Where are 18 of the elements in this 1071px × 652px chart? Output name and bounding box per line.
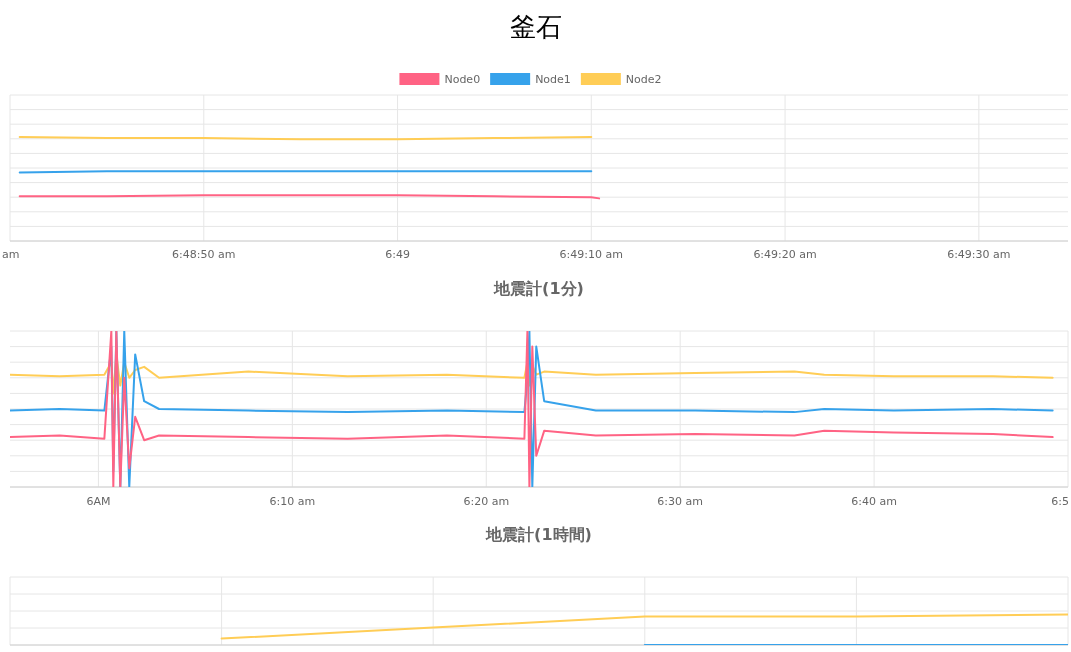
x-tick-label: 6:20 am xyxy=(463,495,510,508)
x-tick-label: 6:10 am xyxy=(269,495,316,508)
x-tick-label: 6:49:20 am xyxy=(753,248,817,261)
legend-label: Node1 xyxy=(535,73,571,86)
x-tick-label: 6:30 am xyxy=(657,495,704,508)
x-tick-label: 6:48:50 am xyxy=(172,248,236,261)
x-axis-title: 地震計(1時間) xyxy=(485,525,592,544)
x-axis-title: 地震計(1分) xyxy=(493,279,584,298)
legend-label: Node2 xyxy=(625,73,662,86)
x-tick-label: am xyxy=(2,248,20,261)
chart-title: 釜石 xyxy=(509,12,562,42)
legend-label: Node0 xyxy=(444,73,481,86)
x-tick-label: 6:5 xyxy=(1051,495,1069,508)
x-tick-label: 6:40 am xyxy=(851,495,897,508)
x-tick-label: 6:49:10 am xyxy=(559,248,623,261)
x-tick-label: 6:49:30 am xyxy=(947,248,1011,261)
x-tick-label: 6:49 xyxy=(385,248,410,261)
x-tick-label: 6AM xyxy=(86,495,111,508)
